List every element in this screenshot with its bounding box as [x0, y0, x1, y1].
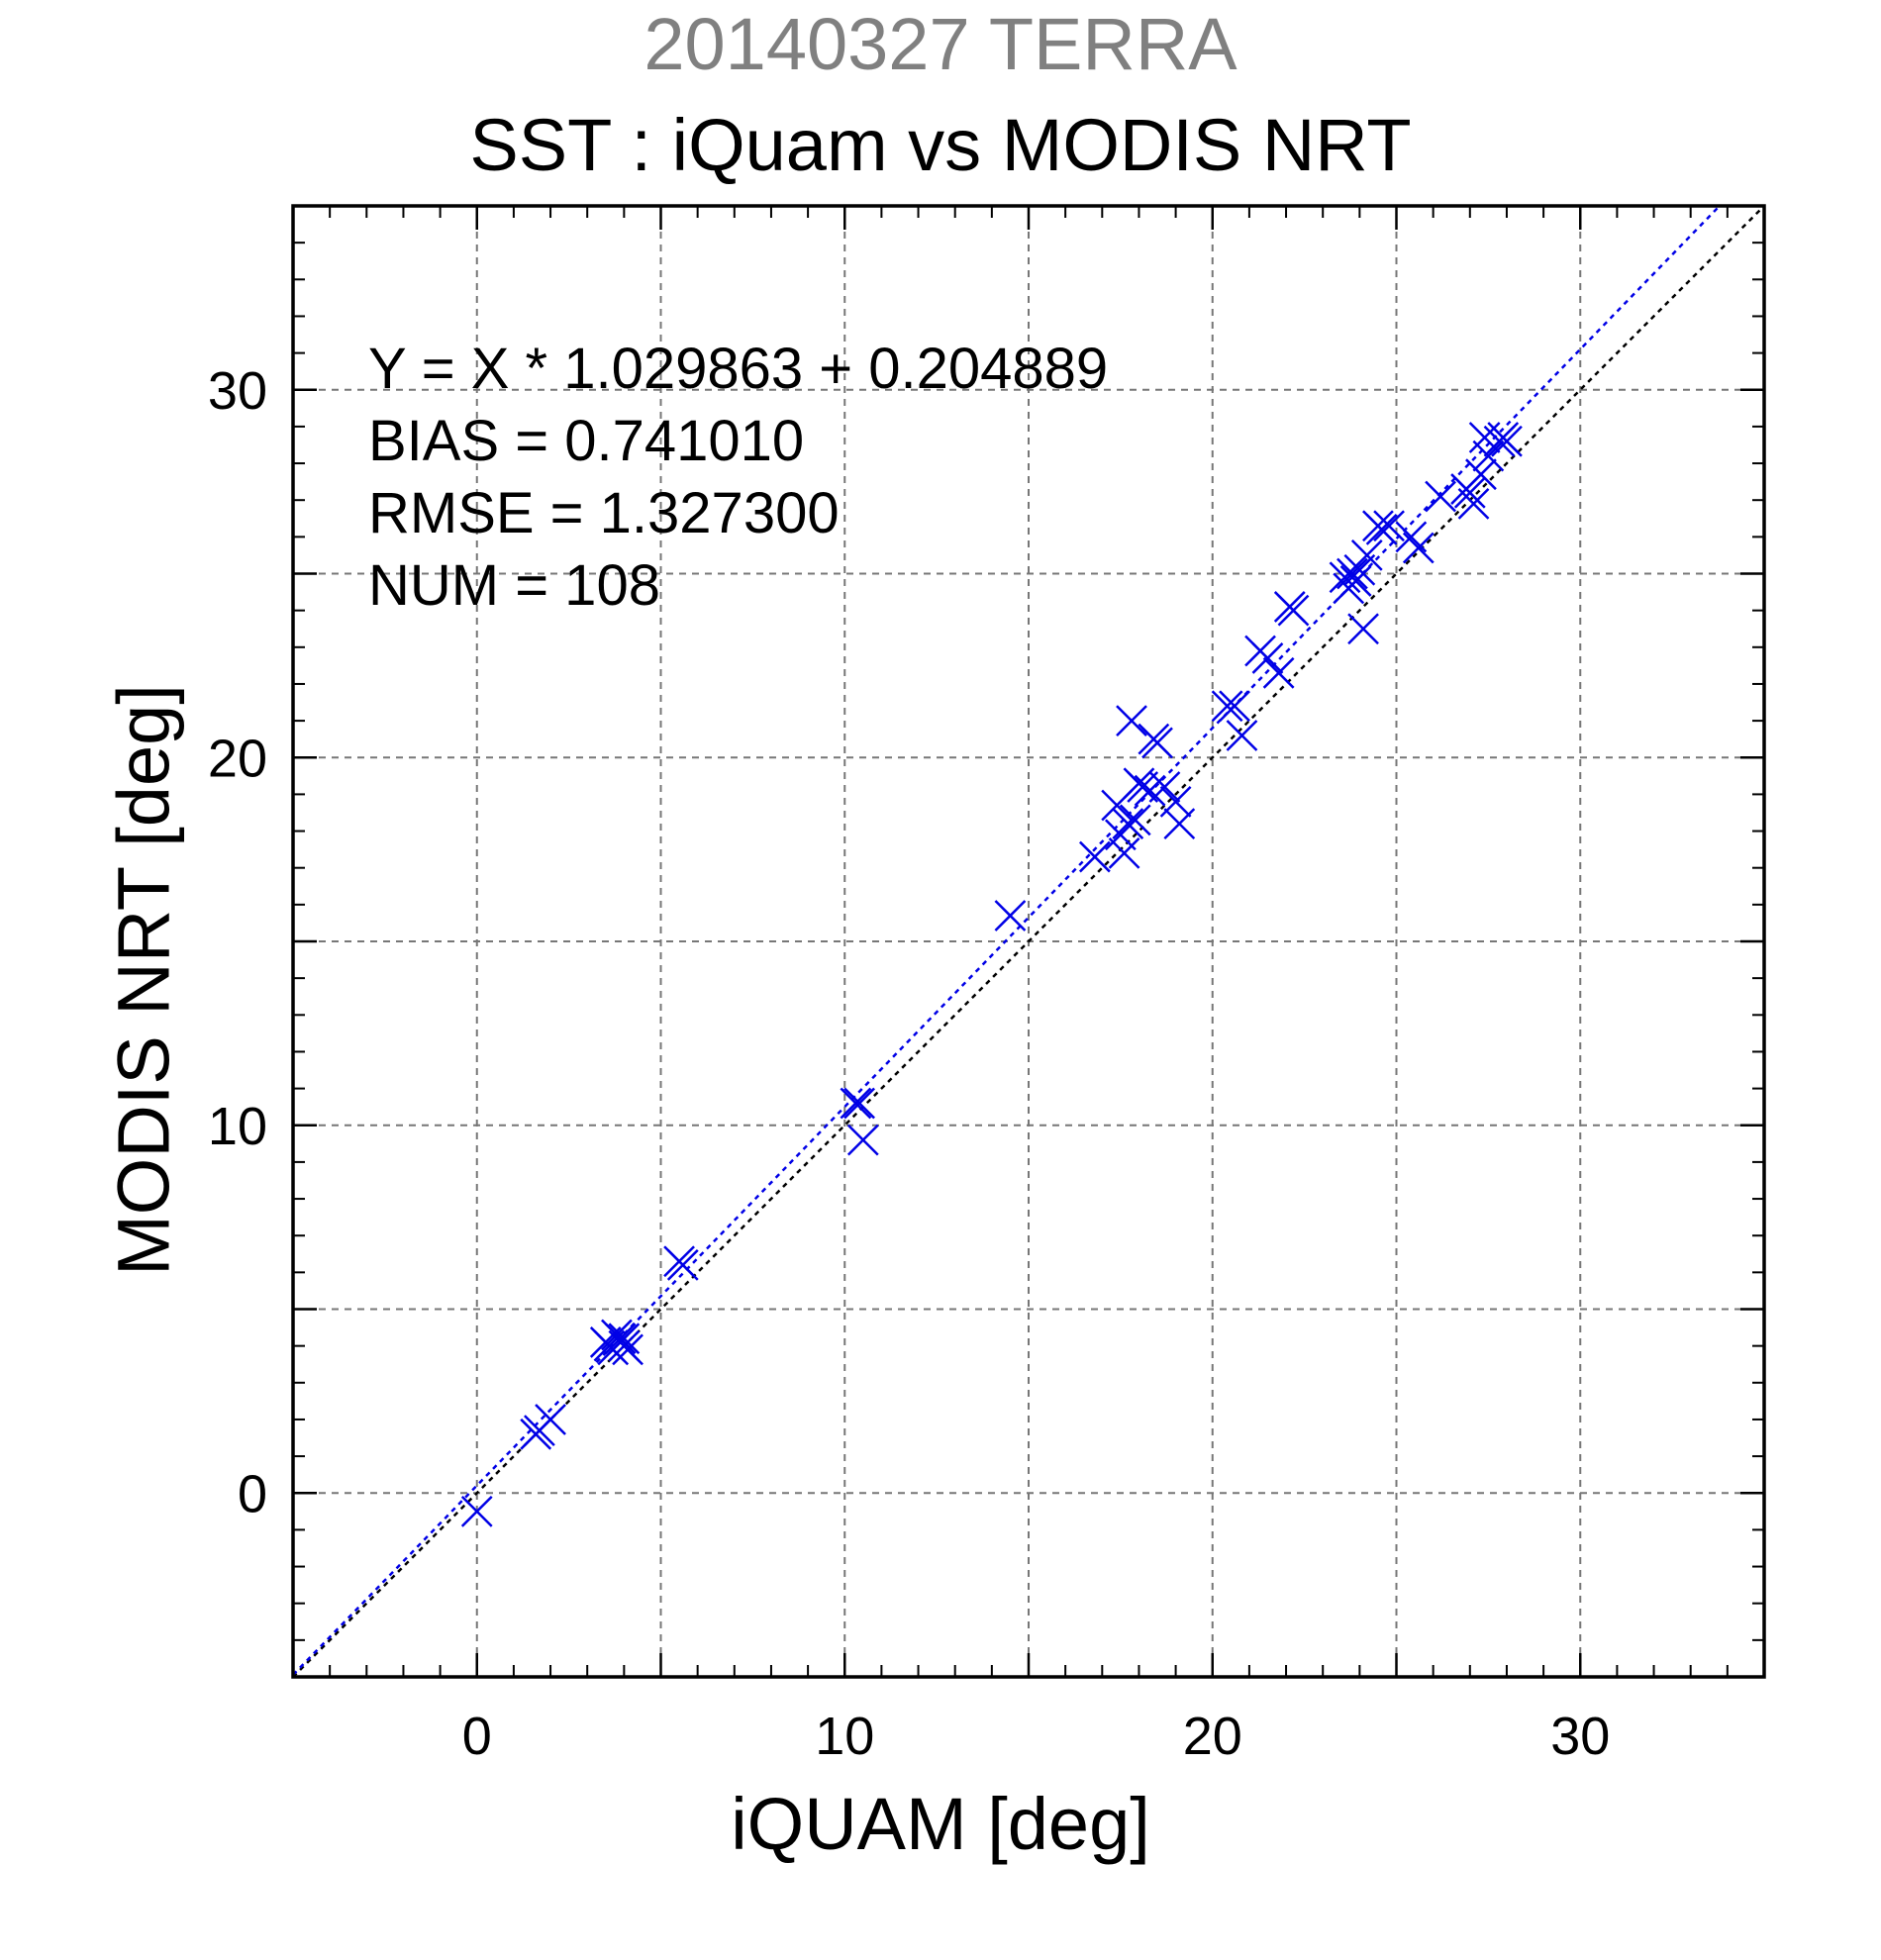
data-point: [1425, 480, 1456, 513]
data-point: [840, 1087, 872, 1120]
data-point: [1163, 808, 1196, 840]
stats-line: Y = X * 1.029863 + 0.204889: [368, 337, 1108, 401]
data-point: [1402, 532, 1435, 564]
tick-labels: 0 10 20 30 0 10 20 30: [208, 361, 1610, 1766]
data-point: [1343, 553, 1376, 586]
data-point: [1491, 425, 1523, 457]
plot-frame: [291, 204, 1766, 1679]
data-point: [1457, 488, 1490, 520]
data-point: [460, 1495, 493, 1527]
chart-title: SST : iQuam vs MODIS NRT: [469, 104, 1412, 186]
data-point: [846, 1124, 879, 1156]
data-point: [1112, 808, 1144, 840]
y-tick-label: 10: [208, 1097, 267, 1156]
stats-line: NUM = 108: [368, 553, 660, 618]
data-point: [593, 1329, 626, 1362]
data-point: [1141, 727, 1173, 759]
data-point: [1347, 613, 1379, 645]
data-point: [1453, 476, 1486, 509]
data-point: [1159, 785, 1192, 818]
data-point: [1219, 690, 1250, 723]
y-tick-label: 20: [208, 729, 267, 788]
data-point: [1116, 705, 1147, 736]
chart-supertitle: 20140327 TERRA: [644, 3, 1238, 85]
data-point: [994, 900, 1027, 931]
data-point: [1148, 771, 1181, 803]
data-point: [1119, 804, 1151, 836]
data-point: [1277, 594, 1310, 627]
x-tick-label: 20: [1183, 1707, 1242, 1766]
y-axis-label: MODIS NRT [deg]: [102, 684, 185, 1276]
stats-line: BIAS = 0.741010: [368, 409, 804, 473]
data-point: [1472, 440, 1505, 472]
data-point: [1108, 836, 1140, 869]
data-points: [460, 422, 1523, 1527]
major-ticks: [293, 206, 1764, 1677]
data-point: [1373, 510, 1405, 542]
regression-stats: Y = X * 1.029863 + 0.204889 BIAS = 0.7410…: [368, 337, 1108, 618]
data-point: [1339, 565, 1372, 597]
data-point: [843, 1087, 875, 1120]
x-axis-label: iQUAM [deg]: [731, 1783, 1150, 1865]
y-tick-label: 30: [208, 361, 267, 421]
data-point: [612, 1333, 644, 1366]
data-point: [1251, 642, 1284, 674]
stats-line: RMSE = 1.327300: [368, 481, 840, 545]
data-point: [1078, 840, 1111, 873]
data-point: [1127, 771, 1159, 803]
x-tick-label: 30: [1550, 1707, 1610, 1766]
x-tick-label: 0: [462, 1707, 492, 1766]
data-point: [608, 1323, 641, 1355]
data-point: [663, 1245, 695, 1278]
y-tick-label: 0: [238, 1464, 267, 1523]
data-point: [1211, 690, 1243, 723]
data-point: [1365, 514, 1398, 545]
data-point: [1465, 458, 1497, 491]
data-point: [535, 1404, 566, 1435]
minor-ticks: [293, 206, 1764, 1677]
x-tick-label: 10: [815, 1707, 874, 1766]
data-point: [1336, 557, 1368, 590]
data-point: [1226, 720, 1258, 751]
data-point: [1350, 539, 1383, 571]
data-point: [1262, 656, 1295, 689]
